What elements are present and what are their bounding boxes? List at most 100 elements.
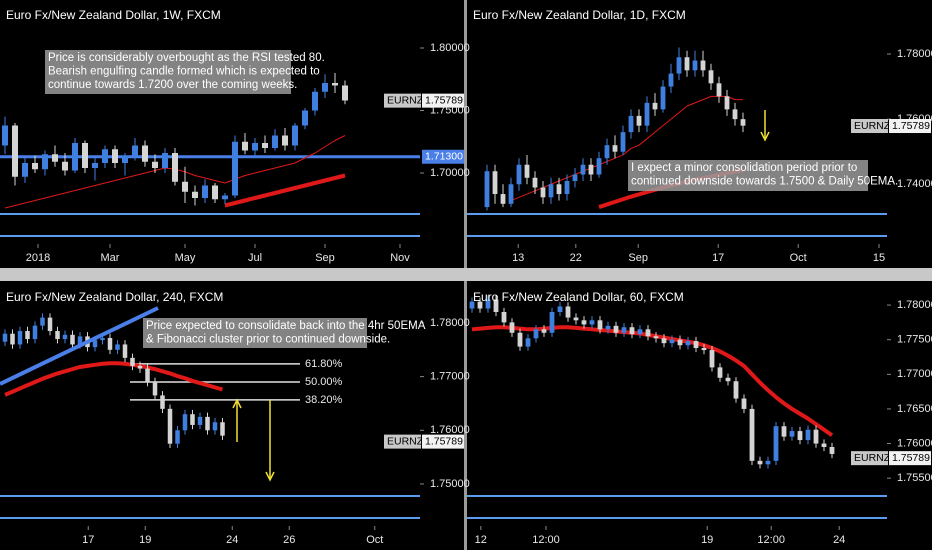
candle-body bbox=[589, 320, 595, 325]
fib-label: 50.00% bbox=[305, 376, 343, 388]
candle-body bbox=[621, 327, 627, 333]
x-tick-label: 26 bbox=[283, 534, 295, 546]
ema-line bbox=[471, 325, 834, 437]
price-tag-label: 1.75789 bbox=[892, 120, 930, 132]
candle-body bbox=[52, 154, 58, 162]
candle-body bbox=[12, 125, 18, 177]
annotation-text: Price is considerably overbought as the … bbox=[48, 52, 325, 64]
candle-body bbox=[549, 312, 555, 333]
symbol-tag bbox=[384, 434, 421, 449]
candle-body bbox=[821, 443, 827, 447]
candle-body bbox=[175, 430, 180, 444]
candle-body bbox=[22, 163, 28, 177]
candle-body bbox=[533, 329, 539, 339]
candle-body bbox=[741, 398, 747, 409]
candle-body bbox=[532, 177, 538, 188]
candle-body bbox=[262, 143, 268, 148]
candle-body bbox=[581, 320, 587, 325]
candle-body bbox=[222, 195, 228, 200]
candle-body bbox=[82, 143, 88, 168]
candle-body bbox=[597, 320, 603, 330]
candle-body bbox=[708, 70, 714, 84]
y-tick-label: 1.80000 bbox=[430, 42, 470, 54]
chart-title: Euro Fx/New Zealand Dollar, 240, FXCM bbox=[6, 290, 223, 304]
symbol-tag-label: EURNZD bbox=[387, 94, 431, 106]
candle-body bbox=[145, 368, 150, 382]
candle-body bbox=[160, 395, 165, 409]
annotation-box bbox=[45, 50, 291, 94]
candle-body bbox=[112, 149, 118, 163]
candle-body bbox=[167, 408, 173, 444]
candle-body bbox=[477, 301, 483, 309]
candle-body bbox=[190, 414, 195, 425]
x-tick-label: Nov bbox=[390, 252, 410, 264]
candle-body bbox=[661, 338, 667, 344]
y-tick-label: 1.78000 bbox=[897, 48, 932, 60]
y-tick-label: 1.77500 bbox=[897, 334, 932, 346]
candle-body bbox=[302, 110, 308, 126]
candle-body bbox=[47, 317, 53, 332]
candle-body bbox=[660, 86, 666, 110]
candle-body bbox=[132, 145, 138, 156]
candle-body bbox=[42, 154, 48, 170]
candle-body bbox=[701, 348, 707, 351]
annotation-text: I expect a minor consolidation period pr… bbox=[631, 162, 857, 174]
y-tick-label: 1.75500 bbox=[897, 472, 932, 484]
candle-body bbox=[773, 426, 779, 461]
candle-body bbox=[740, 119, 746, 126]
candle-body bbox=[733, 381, 739, 399]
candle-body bbox=[516, 164, 522, 185]
candle-body bbox=[17, 331, 23, 345]
x-tick-label: 19 bbox=[139, 534, 151, 546]
candle-body bbox=[25, 331, 30, 340]
candle-body bbox=[540, 187, 546, 198]
candle-body bbox=[469, 301, 475, 309]
candle-body bbox=[152, 161, 158, 168]
candle-body bbox=[115, 344, 120, 350]
symbol-tag bbox=[851, 119, 888, 134]
candle-body bbox=[92, 163, 98, 168]
y-tick-label: 1.78000 bbox=[897, 299, 932, 311]
candle-body bbox=[717, 367, 723, 378]
candle-body bbox=[757, 460, 763, 465]
candle-body bbox=[557, 306, 563, 312]
arrow-head bbox=[232, 398, 242, 409]
x-tick-label: Jul bbox=[248, 252, 262, 264]
candle-body bbox=[172, 153, 178, 182]
x-tick-label: 22 bbox=[570, 252, 582, 264]
arrow-head bbox=[760, 131, 770, 142]
candle-body bbox=[102, 149, 108, 163]
candle-body bbox=[182, 414, 188, 431]
fib-label: 61.80% bbox=[305, 358, 343, 370]
x-tick-label: 17 bbox=[712, 252, 724, 264]
candle-body bbox=[765, 460, 771, 465]
candle-body bbox=[212, 422, 218, 431]
symbol-tag-label: EURNZD bbox=[854, 120, 898, 132]
x-tick-label: 2018 bbox=[26, 252, 50, 264]
candle-body bbox=[508, 184, 514, 204]
candle-body bbox=[573, 317, 579, 321]
candle-body bbox=[72, 143, 78, 171]
candle-body bbox=[669, 339, 675, 344]
candle-body bbox=[55, 331, 60, 340]
candle-body bbox=[797, 431, 803, 441]
candle-body bbox=[77, 336, 83, 345]
annotation-box bbox=[143, 318, 367, 348]
price-tag bbox=[889, 451, 931, 466]
chart-title: Euro Fx/New Zealand Dollar, 1D, FXCM bbox=[473, 8, 686, 22]
y-tick-label: 1.76000 bbox=[430, 424, 470, 436]
candle-body bbox=[92, 340, 98, 348]
x-tick-label: Sep bbox=[315, 252, 335, 264]
candle-body bbox=[32, 163, 38, 170]
drawings bbox=[0, 110, 770, 482]
y-tick-label: 1.76000 bbox=[897, 437, 932, 449]
level-tag bbox=[422, 149, 464, 164]
candle-body bbox=[668, 73, 674, 87]
candle-body bbox=[565, 306, 571, 318]
candle-body bbox=[613, 325, 619, 333]
candle-body bbox=[32, 325, 38, 340]
y-tick-label: 1.70000 bbox=[430, 167, 470, 179]
candle-body bbox=[130, 357, 135, 366]
candle-body bbox=[685, 341, 691, 346]
y-tick-label: 1.77000 bbox=[430, 371, 470, 383]
